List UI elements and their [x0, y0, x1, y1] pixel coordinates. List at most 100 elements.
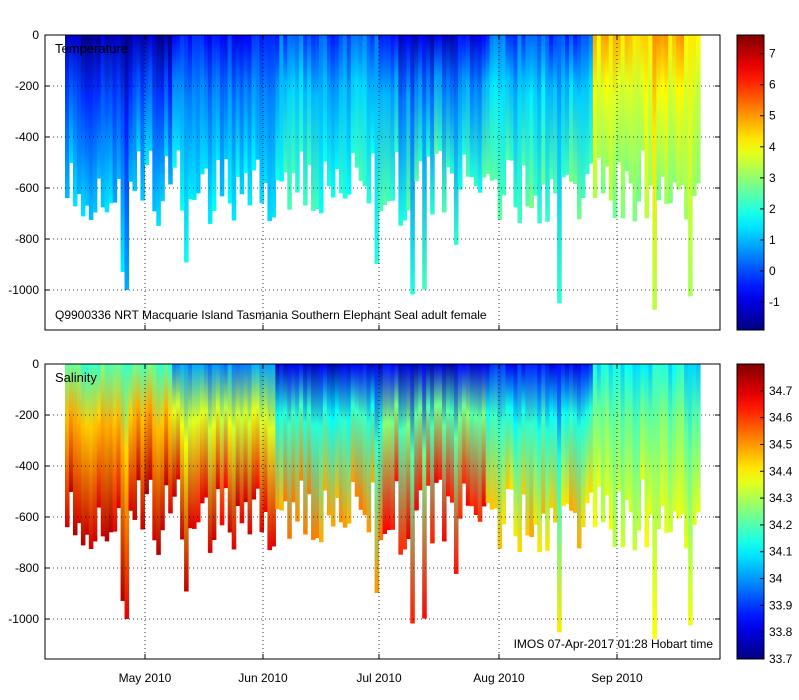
profile-strip [176, 364, 181, 480]
profile-strip [676, 364, 681, 519]
profile-strip [303, 35, 308, 206]
profile-strip [624, 364, 630, 501]
profile-strip [481, 35, 487, 178]
profile-strip [271, 364, 276, 547]
profile-strip [76, 364, 82, 524]
profile-strip [192, 364, 197, 529]
profile-strip [152, 364, 157, 541]
profile-strip [521, 364, 526, 495]
profile-strip [164, 364, 169, 486]
profile-strip [362, 35, 368, 187]
colorbar-tick-label: 34.4 [769, 464, 793, 478]
profile-strip [199, 35, 205, 175]
profile-strip [68, 364, 74, 492]
profile-strip [370, 35, 376, 154]
profile-strip [172, 35, 177, 168]
profile-strip [612, 364, 618, 547]
profile-strip [576, 35, 582, 220]
profile-strip [215, 364, 221, 490]
profile-strip [616, 364, 622, 492]
profile-strip [112, 364, 118, 532]
profile-strip [315, 35, 320, 210]
profile-strip [271, 35, 276, 218]
profile-strip [168, 35, 173, 185]
profile-strip [307, 35, 312, 166]
profile-strip [565, 35, 570, 175]
profile-strip [604, 364, 610, 496]
salinity-colorbar: 33.7 33.8 33.9 34 34.1 34.2 34.3 34.4 34.5 34.6 34… [736, 363, 793, 666]
colorbar-gradient [736, 363, 765, 660]
profile-strip [219, 35, 225, 197]
profile-strip [96, 364, 102, 508]
profile-strip [334, 364, 340, 499]
x-tick-label: May 2010 [119, 671, 172, 685]
y-tick-label: 0 [32, 28, 39, 42]
profile-strip [632, 364, 638, 551]
profile-strip [517, 364, 523, 553]
profile-strip [537, 35, 542, 224]
profile-strip [688, 35, 693, 297]
profile-strip [596, 35, 602, 158]
y-tick-label: -200 [15, 408, 39, 422]
profile-strip [688, 364, 693, 626]
profile-strip [203, 35, 209, 169]
profile-strip [124, 364, 130, 620]
profile-strip [326, 364, 332, 516]
profile-strip [449, 35, 455, 174]
x-tick-label: Jun 2010 [238, 671, 288, 685]
profile-strip [569, 364, 574, 511]
profile-strip [354, 35, 360, 168]
colorbar-tick-label: 34.3 [769, 491, 793, 505]
profile-strip [394, 35, 399, 153]
profile-strip [406, 35, 411, 211]
profile-strip [140, 35, 145, 201]
profile-strip [426, 35, 431, 157]
profile-strip [128, 35, 134, 182]
colorbar-tick-label: 34.6 [769, 411, 793, 425]
profile-strip [592, 35, 598, 199]
profile-strip [640, 364, 646, 480]
profile-strip [176, 35, 181, 151]
profile-strip [628, 364, 634, 513]
profile-strip [136, 364, 142, 481]
profile-strip [295, 35, 300, 193]
profile-strip [438, 364, 443, 480]
salinity-annotation: IMOS 07-Apr-2017 01:28 Hobart time [514, 637, 714, 651]
profile-strip [640, 35, 646, 151]
profile-strip [473, 35, 479, 186]
profile-strip [656, 35, 661, 201]
profile-strip [505, 35, 511, 161]
y-tick-label: 0 [32, 357, 39, 371]
profile-strip [692, 35, 697, 196]
profile-strip [422, 364, 427, 619]
profile-strip [390, 35, 396, 201]
profile-strip [600, 35, 606, 194]
temperature-colorbar: -1 0 1 2 3 4 5 6 7 [736, 34, 780, 331]
profile-strip [311, 35, 316, 211]
profile-strip [398, 35, 403, 226]
profile-strip [509, 35, 515, 161]
profile-strip [291, 364, 296, 503]
profile-strip [501, 364, 507, 525]
profile-strip [80, 35, 86, 217]
profile-strip [283, 364, 288, 502]
profile-strip [644, 364, 650, 548]
profile-strip [465, 364, 471, 506]
colorbar-tick-label: 34.7 [769, 384, 793, 398]
profile-strip [160, 364, 165, 531]
profile-strip [303, 364, 308, 535]
profile-strip [434, 364, 439, 483]
salinity-y-axis: 0 -200 -400 -600 -800 -1000 [8, 357, 720, 626]
profile-strip [188, 35, 193, 200]
profile-strip [338, 35, 344, 194]
profile-strip [497, 35, 503, 220]
profile-strip [430, 364, 435, 544]
profile-strip [561, 364, 566, 507]
profile-strip [636, 35, 642, 202]
profile-strip [672, 364, 677, 512]
profile-strip [485, 35, 491, 174]
y-tick-label: -400 [15, 459, 39, 473]
salinity-x-axis: May 2010 Jun 2010 Jul 2010 Aug 2010 Sep 2010 [119, 364, 643, 685]
y-tick-label: -1000 [8, 612, 39, 626]
profile-strip [366, 35, 372, 204]
